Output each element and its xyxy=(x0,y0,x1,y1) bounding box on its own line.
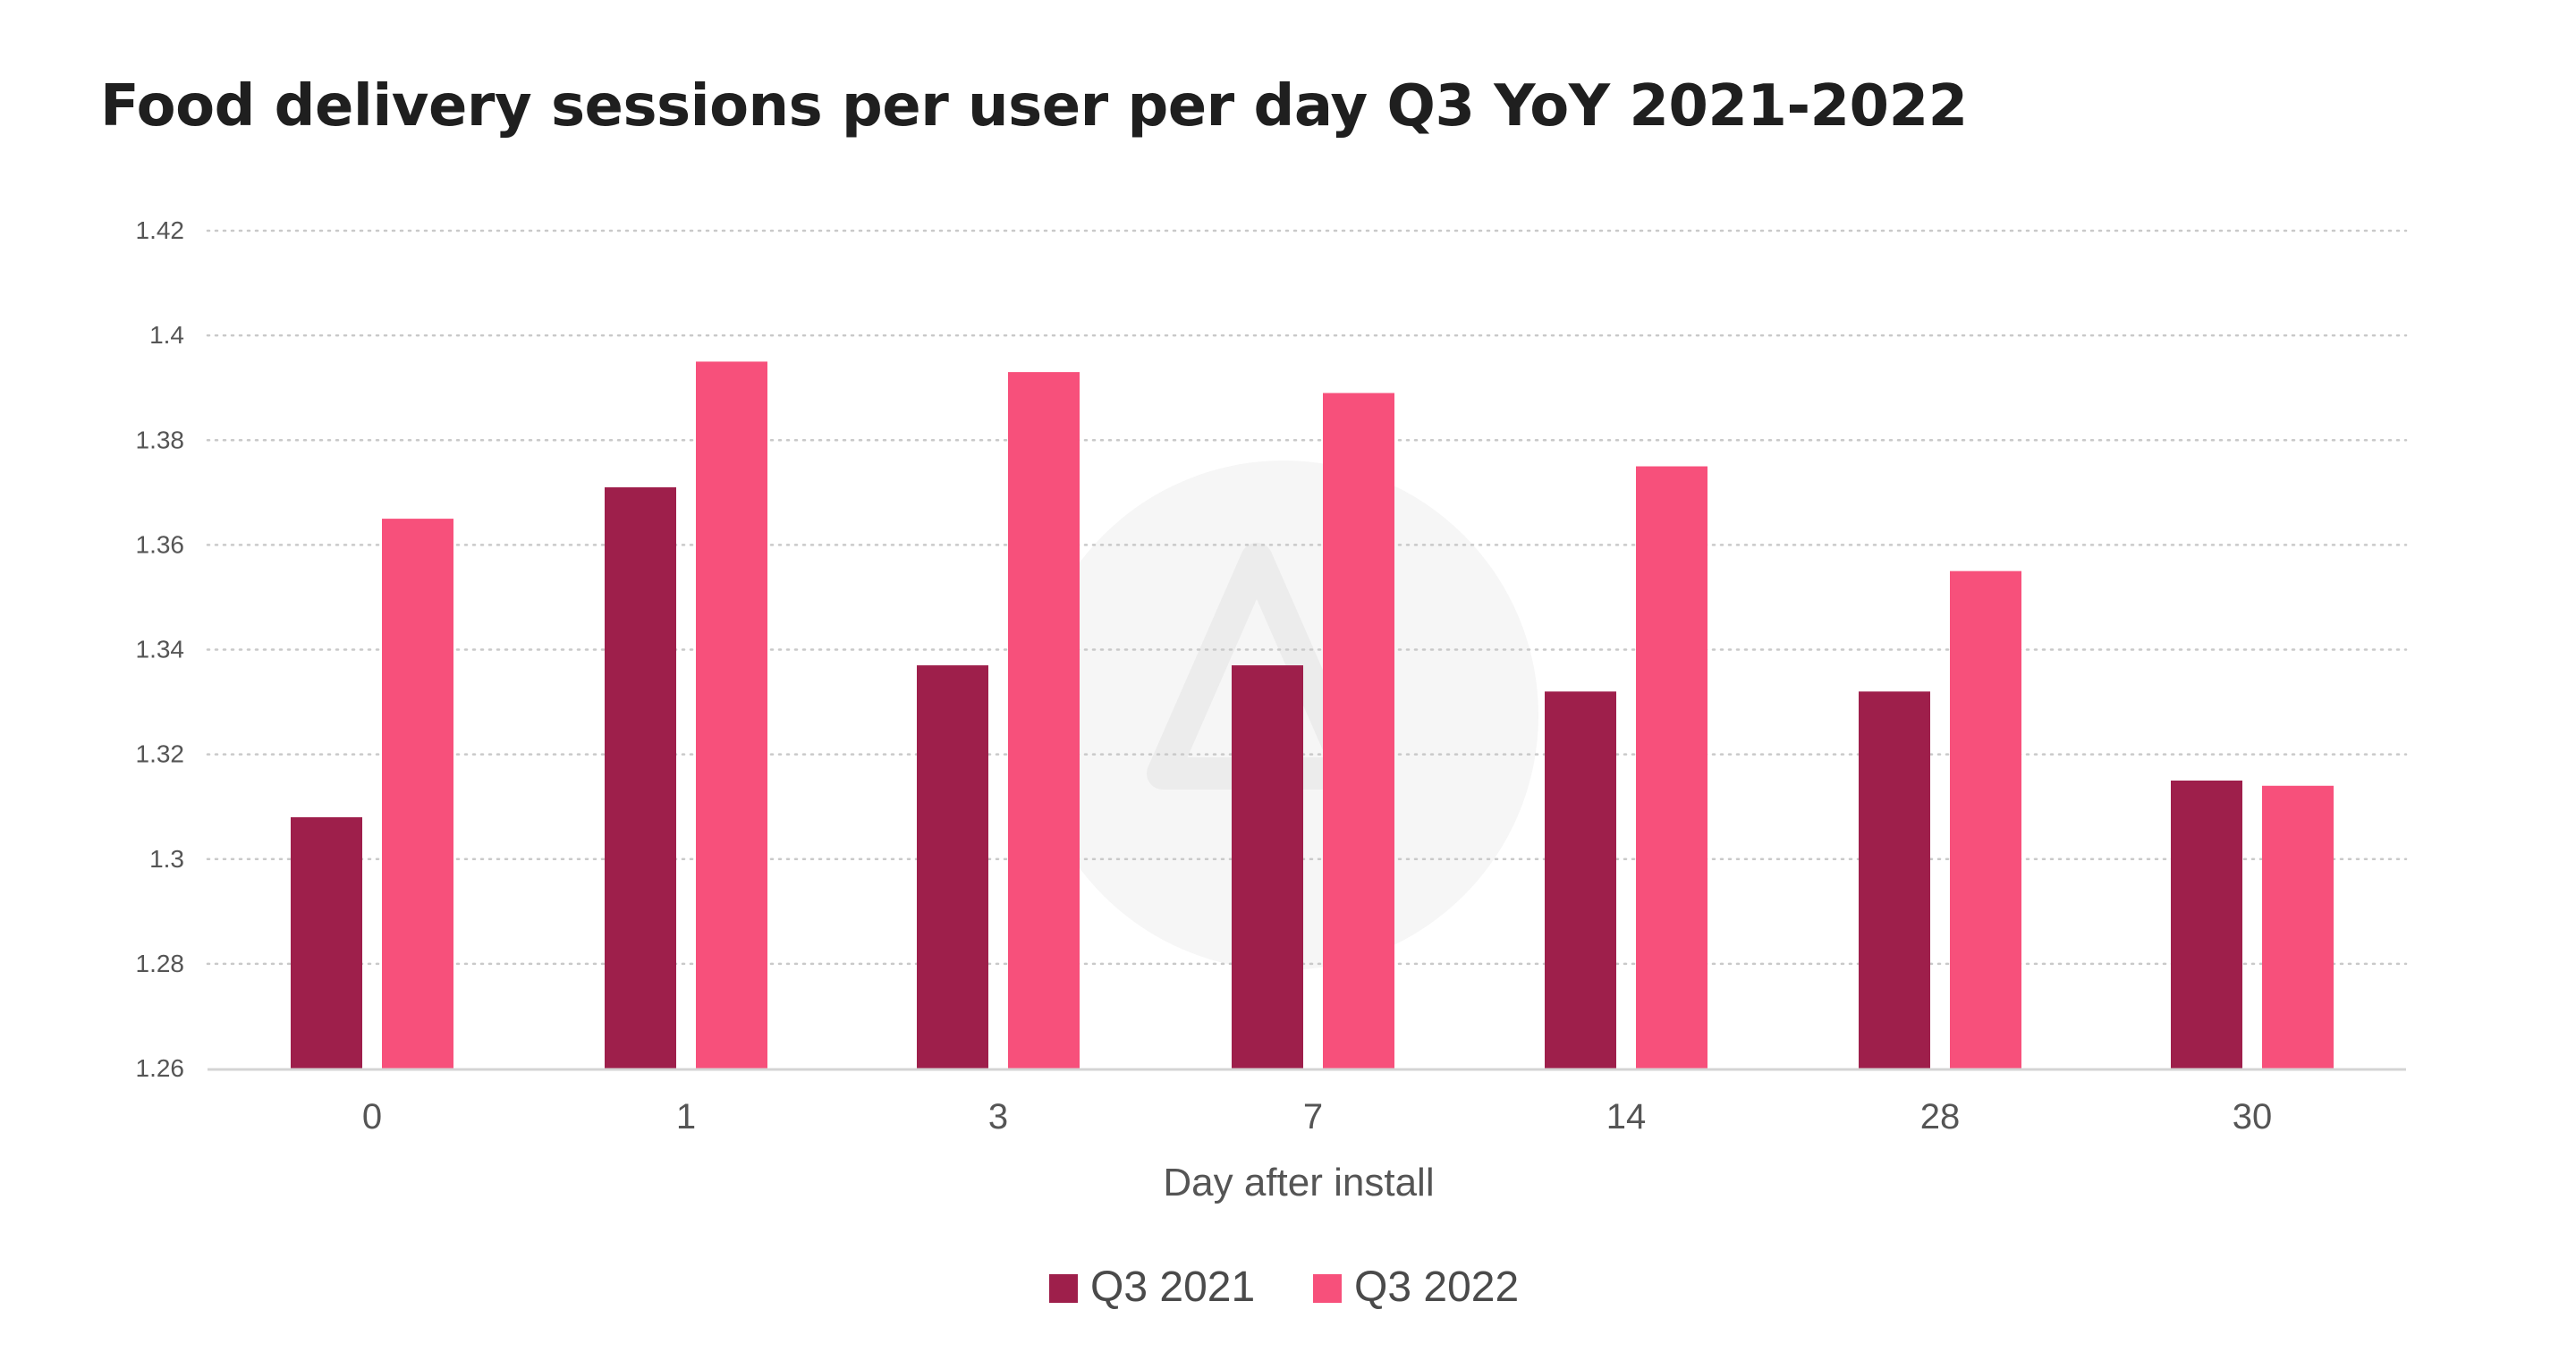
bar-q3-2022-day-1 xyxy=(696,361,767,1069)
y-tick-label: 1.28 xyxy=(136,950,185,977)
y-tick-label: 1.34 xyxy=(136,636,185,663)
legend-label: Q3 2022 xyxy=(1354,1263,1519,1311)
y-tick-label: 1.42 xyxy=(136,216,185,244)
y-axis-ticks: 1.26 1.28 1.3 1.32 1.34 1.36 1.38 1.4 1.42 xyxy=(136,216,185,1082)
x-axis-title: Day after install xyxy=(1163,1161,1434,1204)
bar-q3-2021-day-14 xyxy=(1545,691,1616,1069)
y-tick-label: 1.32 xyxy=(136,740,185,768)
bar-q3-2021-day-30 xyxy=(2171,780,2242,1069)
bar-q3-2022-day-7 xyxy=(1323,393,1394,1069)
legend-label: Q3 2021 xyxy=(1090,1263,1255,1311)
x-tick-label: 3 xyxy=(988,1097,1008,1137)
y-tick-label: 1.26 xyxy=(136,1054,185,1082)
x-tick-label: 0 xyxy=(362,1097,382,1137)
x-axis-ticks: 0 1 3 7 14 28 30 xyxy=(362,1097,2272,1137)
x-tick-label: 7 xyxy=(1303,1097,1323,1137)
bar-q3-2021-day-28 xyxy=(1859,691,1930,1069)
y-tick-label: 1.38 xyxy=(136,426,185,453)
x-tick-label: 1 xyxy=(676,1097,696,1137)
bar-q3-2022-day-0 xyxy=(382,519,453,1069)
bar-q3-2022-day-30 xyxy=(2262,785,2334,1069)
legend: Q3 2021 Q3 2022 xyxy=(1049,1263,1519,1311)
bar-q3-2021-day-1 xyxy=(605,486,676,1069)
bars xyxy=(291,361,2334,1069)
y-tick-label: 1.3 xyxy=(149,845,184,873)
bar-q3-2021-day-0 xyxy=(291,816,362,1069)
x-tick-label: 14 xyxy=(1606,1097,1647,1137)
y-tick-label: 1.36 xyxy=(136,530,185,558)
x-tick-label: 30 xyxy=(2233,1097,2273,1137)
legend-swatch xyxy=(1313,1274,1342,1303)
chart-title: Food delivery sessions per user per day … xyxy=(100,73,1968,139)
legend-swatch xyxy=(1049,1274,1078,1303)
bar-q3-2022-day-28 xyxy=(1950,570,2021,1069)
y-tick-label: 1.4 xyxy=(149,321,184,349)
bar-q3-2022-day-3 xyxy=(1008,372,1080,1069)
bar-q3-2022-day-14 xyxy=(1636,466,1707,1069)
bar-q3-2021-day-7 xyxy=(1232,665,1303,1069)
bar-q3-2021-day-3 xyxy=(917,665,988,1069)
x-tick-label: 28 xyxy=(1920,1097,1961,1137)
